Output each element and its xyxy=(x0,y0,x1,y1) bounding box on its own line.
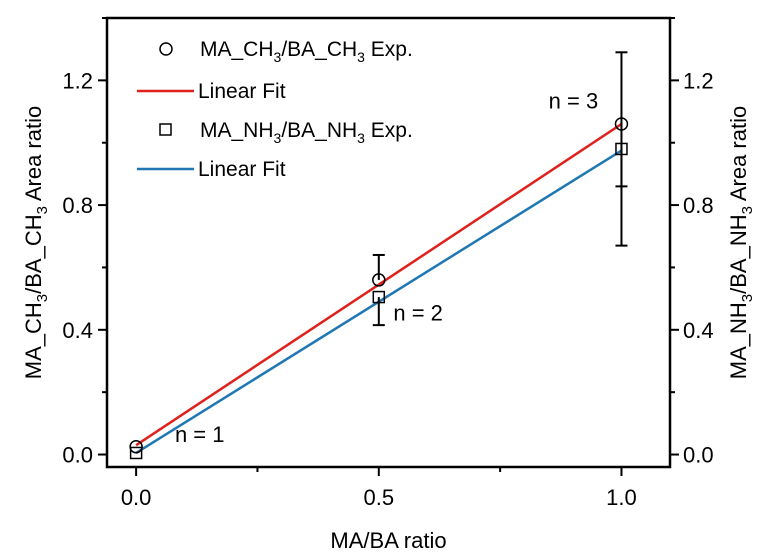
x-axis-title: MA/BA ratio xyxy=(330,528,446,553)
annotation-label: n = 3 xyxy=(549,88,599,113)
y-tick-label-left: 0.0 xyxy=(62,443,93,468)
annotation-label: n = 2 xyxy=(393,300,443,325)
y-tick-label-right: 0.4 xyxy=(683,318,714,343)
data-point-square xyxy=(129,446,143,460)
plot-frame xyxy=(105,16,672,469)
data-markers xyxy=(129,117,629,460)
error-bars xyxy=(372,51,628,327)
data-point-circle xyxy=(372,273,386,287)
ticks: 0.0 0.5 1.0 0.0 0.0 0.4 0.4 0.8 0.8 1.2 1.2 xyxy=(62,17,714,510)
x-tick-label: 0.5 xyxy=(363,485,394,510)
y-tick-label-left: 0.8 xyxy=(62,193,93,218)
legend: MA_CH3/BA_CH3 Exp. Linear Fit MA_NH3/BA_… xyxy=(137,38,413,181)
legend-label-fit-blue: Linear Fit xyxy=(198,158,286,181)
annotation-label: n = 1 xyxy=(175,422,225,447)
y-tick-label-left: 0.4 xyxy=(62,318,93,343)
legend-label-nh3: MA_NH3/BA_NH3 Exp. xyxy=(200,119,413,146)
data-point-square xyxy=(372,290,386,304)
legend-label-fit-red: Linear Fit xyxy=(198,80,286,103)
annotations: n = 1 n = 2 n = 3 xyxy=(175,88,598,447)
y-axis-title-left: MA_CH3/BA_CH3 Area ratio xyxy=(21,106,51,379)
legend-marker-square xyxy=(159,123,172,136)
fit-line-red xyxy=(135,122,623,447)
y-tick-label-left: 1.2 xyxy=(62,68,93,93)
data-point-circle xyxy=(614,117,629,131)
legend-label-ch3: MA_CH3/BA_CH3 Exp. xyxy=(200,38,413,65)
legend-marker-circle xyxy=(159,42,173,56)
y-tick-label-right: 1.2 xyxy=(683,68,714,93)
y-tick-label-right: 0.8 xyxy=(683,193,714,218)
x-tick-label: 1.0 xyxy=(606,485,637,510)
y-tick-label-right: 0.0 xyxy=(683,443,714,468)
x-tick-label: 0.0 xyxy=(121,485,152,510)
y-axis-title-right: MA_NH3/BA_NH3 Area ratio xyxy=(726,106,756,379)
data-point-square xyxy=(615,142,628,156)
